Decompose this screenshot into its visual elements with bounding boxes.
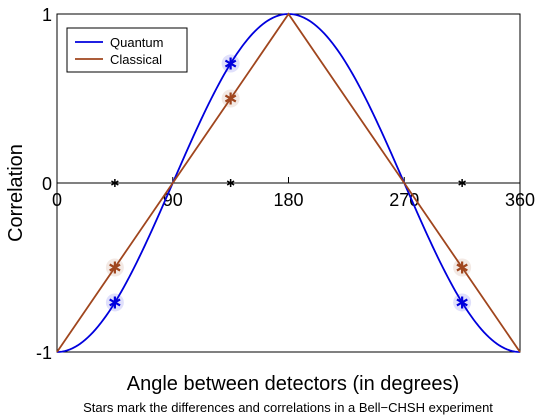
star-marker-classical-1 — [224, 92, 237, 105]
x-axis-label: Angle between detectors (in degrees) — [127, 373, 459, 395]
star-marker-quantum-1 — [224, 57, 237, 70]
star-marker-quantum-2 — [456, 296, 468, 309]
star-marker-classical-2 — [456, 261, 468, 274]
caption: Stars mark the differences and correlati… — [83, 400, 493, 415]
legend-box — [66, 27, 188, 73]
x-tick-label-4: 360 — [505, 190, 535, 210]
plot-area: 0 90 180 270 360-101 — [36, 5, 535, 363]
x-tick-label-0: 0 — [52, 190, 62, 210]
star-marker-classical-0 — [109, 261, 121, 274]
series-line-classical — [56, 12, 521, 353]
y-axis-label: Correlation — [5, 144, 27, 242]
legend-label-classical: Classical — [110, 52, 162, 67]
star-marker-difference-1 — [226, 179, 235, 187]
y-tick-label-0: -1 — [36, 343, 52, 363]
y-tick-label-1: 0 — [42, 174, 52, 194]
y-tick-label-2: 1 — [42, 5, 52, 25]
legend: Quantum Classical — [66, 27, 188, 73]
star-marker-quantum-0 — [109, 296, 121, 309]
star-marker-difference-0 — [111, 179, 119, 187]
legend-label-quantum: Quantum — [110, 35, 163, 50]
x-tick-label-2: 180 — [273, 190, 303, 210]
star-marker-difference-2 — [458, 179, 466, 187]
